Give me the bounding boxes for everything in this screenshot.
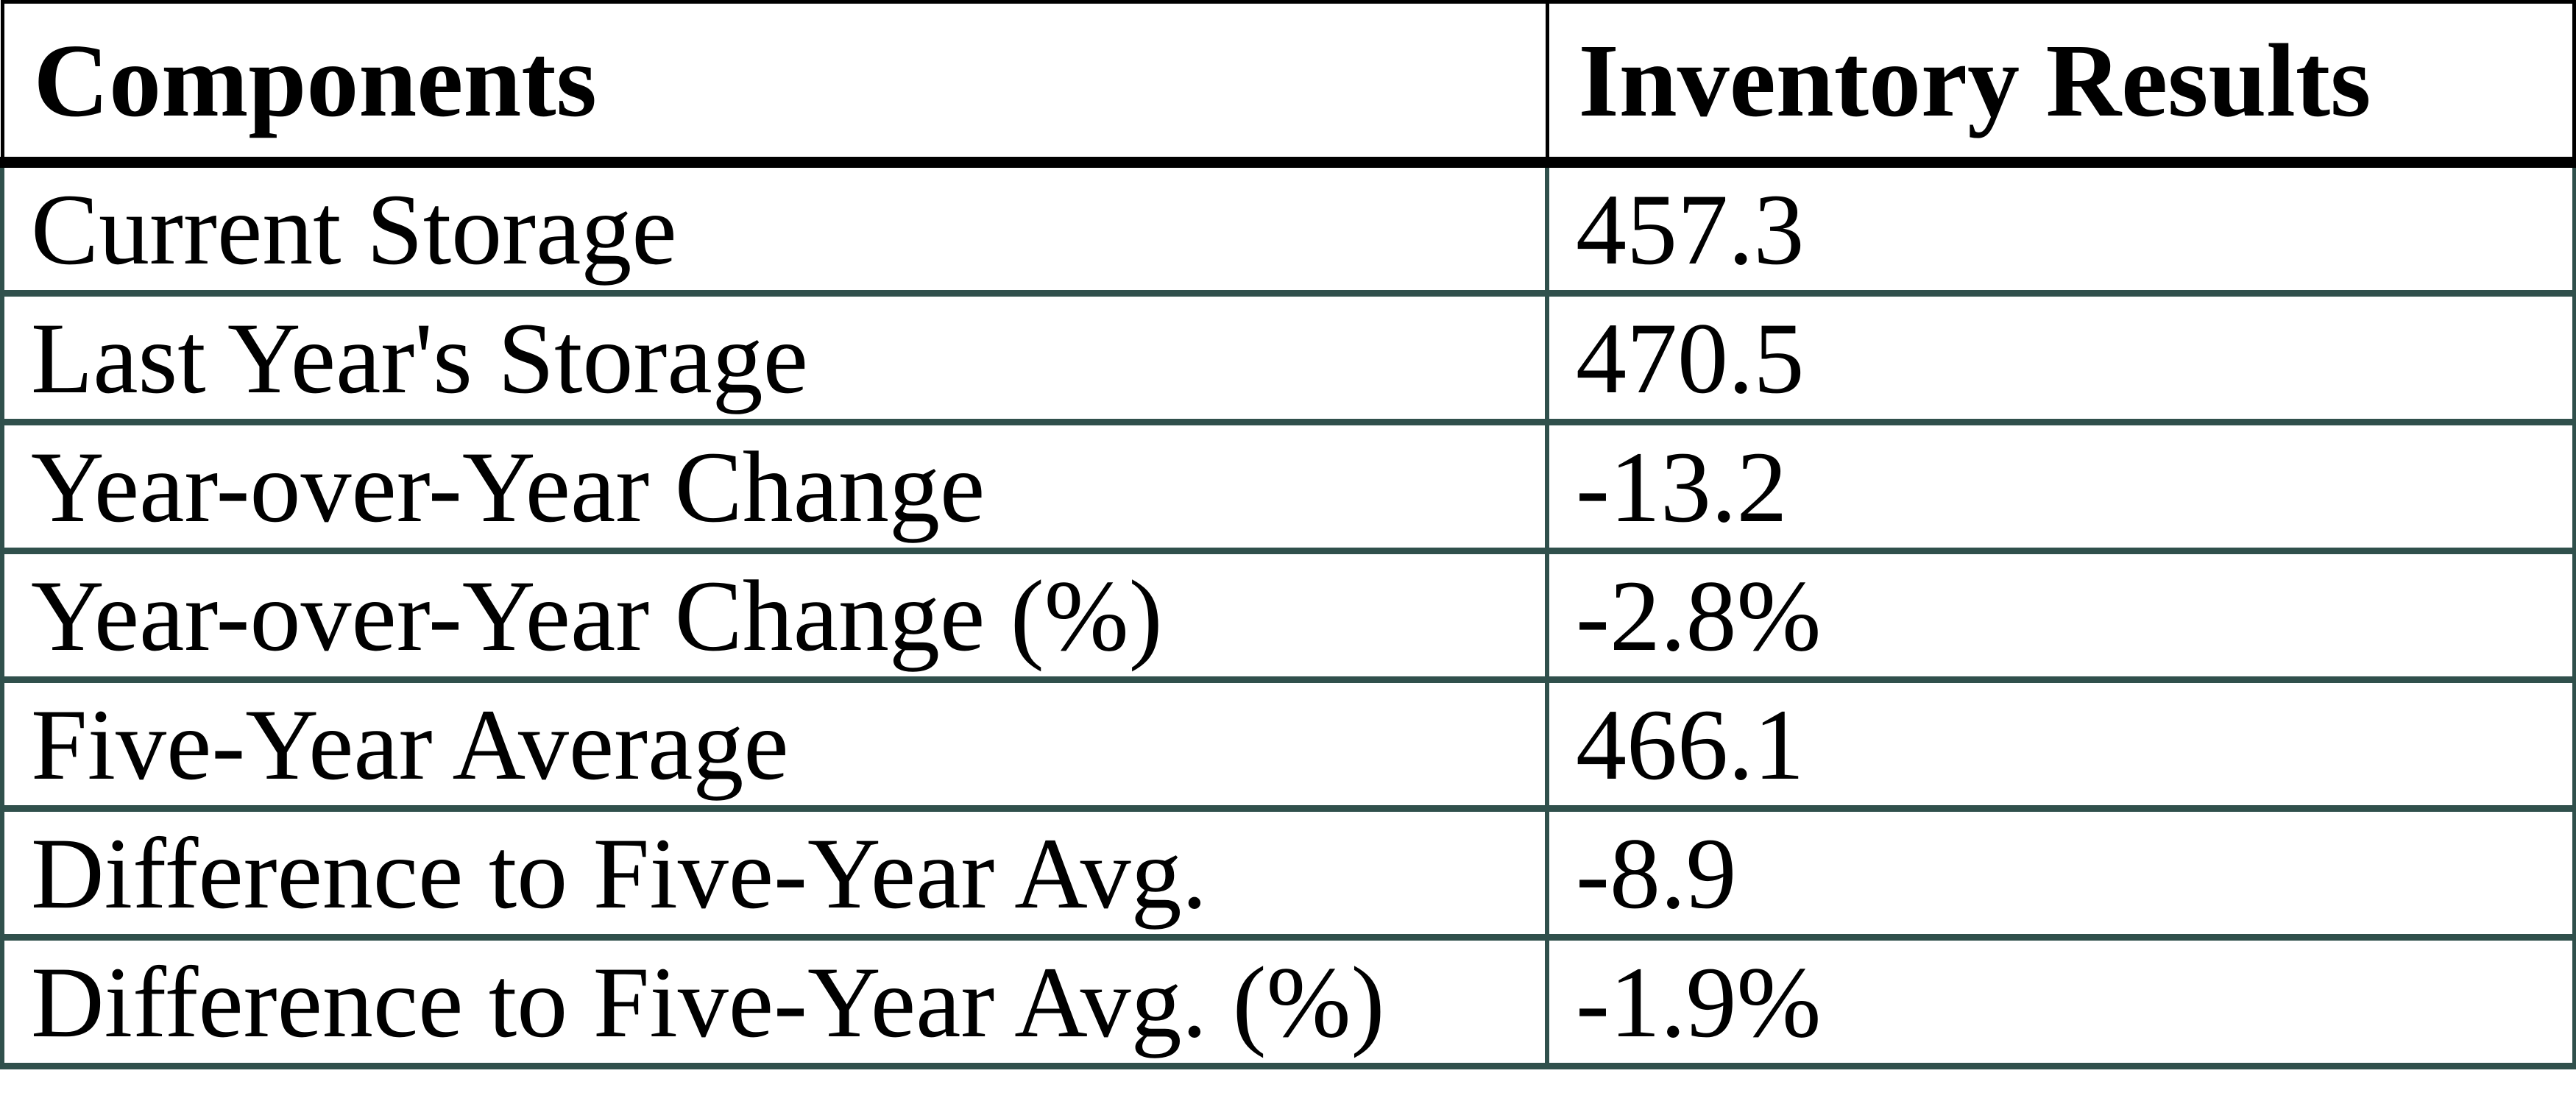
header-row: Components Inventory Results: [0, 0, 2576, 168]
inventory-results-table: Components Inventory Results Current Sto…: [0, 0, 2576, 1069]
inventory-value-cell: -1.9%: [1545, 934, 2576, 1069]
table-body: Current Storage 457.3 Last Year's Storag…: [0, 159, 2576, 1069]
component-label-cell: Difference to Five-Year Avg. (%): [0, 934, 1549, 1069]
column-header-components: Components: [0, 0, 1549, 168]
component-label-cell: Last Year's Storage: [0, 290, 1549, 425]
table-row: Difference to Five-Year Avg. -8.9: [0, 805, 2576, 941]
table-row: Year-over-Year Change (%) -2.8%: [0, 548, 2576, 683]
table-row: Last Year's Storage 470.5: [0, 290, 2576, 425]
inventory-value-cell: -13.2: [1545, 419, 2576, 554]
component-label-cell: Year-over-Year Change: [0, 419, 1549, 554]
inventory-value-cell: -2.8%: [1545, 548, 2576, 683]
table-row: Five-Year Average 466.1: [0, 676, 2576, 812]
column-header-inventory-results: Inventory Results: [1545, 0, 2576, 168]
component-label-cell: Difference to Five-Year Avg.: [0, 805, 1549, 941]
table-row: Difference to Five-Year Avg. (%) -1.9%: [0, 934, 2576, 1069]
inventory-value-cell: -8.9: [1545, 805, 2576, 941]
table-row: Year-over-Year Change -13.2: [0, 419, 2576, 554]
component-label-cell: Five-Year Average: [0, 676, 1549, 812]
component-label-cell: Year-over-Year Change (%): [0, 548, 1549, 683]
inventory-value-cell: 457.3: [1545, 159, 2576, 297]
component-label-cell: Current Storage: [0, 159, 1549, 297]
table-row: Current Storage 457.3: [0, 159, 2576, 297]
inventory-value-cell: 466.1: [1545, 676, 2576, 812]
inventory-value-cell: 470.5: [1545, 290, 2576, 425]
table-header: Components Inventory Results: [0, 0, 2576, 168]
